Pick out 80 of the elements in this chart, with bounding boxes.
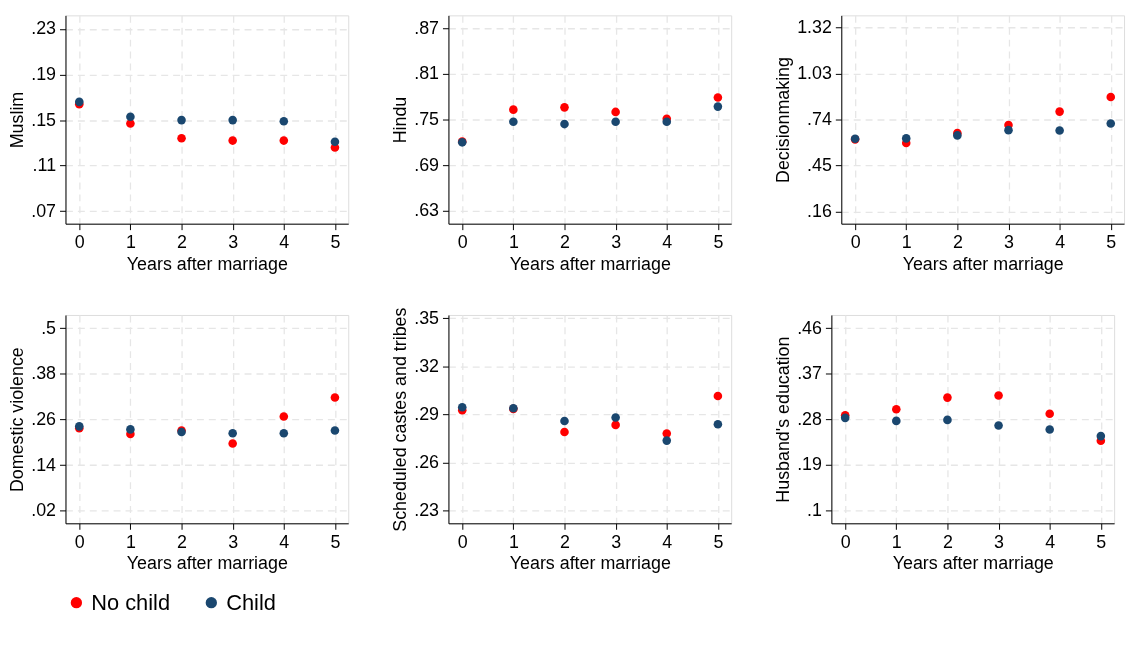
- y-tick-label: .38: [31, 363, 57, 384]
- y-tick-label: .1: [807, 500, 823, 521]
- y-tick-label: .45: [807, 154, 832, 175]
- y-tick-label: .69: [414, 154, 440, 175]
- x-axis-title: Years after marriage: [509, 253, 671, 274]
- y-tick-label: .46: [797, 317, 823, 338]
- y-tick-label: .23: [414, 499, 440, 520]
- y-tick-label: .19: [797, 454, 823, 475]
- x-tick-label: 4: [662, 531, 673, 552]
- x-axis-title: Years after marriage: [126, 553, 288, 574]
- x-tick-label: 2: [560, 531, 571, 552]
- y-tick-label: .32: [414, 355, 440, 376]
- x-axis-title: Years after marriage: [902, 253, 1064, 274]
- y-tick-label: .74: [807, 108, 832, 129]
- y-tick-label: .29: [414, 403, 440, 424]
- y-tick-label: 1.32: [797, 17, 832, 38]
- y-tick-label: .81: [414, 63, 440, 84]
- x-axis-title: Years after marriage: [509, 553, 671, 574]
- x-axis-title: Years after marriage: [126, 253, 288, 274]
- y-tick-label: 1.03: [797, 63, 832, 83]
- x-tick-label: 1: [901, 232, 912, 252]
- x-tick-label: 0: [74, 531, 85, 552]
- y-tick-label: .35: [414, 307, 440, 328]
- x-tick-label: 5: [713, 531, 724, 552]
- y-tick-label: .07: [31, 200, 57, 221]
- x-tick-label: 2: [177, 232, 188, 252]
- y-tick-label: .14: [31, 454, 57, 475]
- x-tick-label: 1: [508, 232, 519, 252]
- x-tick-label: 5: [713, 232, 724, 252]
- y-tick-label: .02: [31, 500, 57, 521]
- x-tick-label: 5: [330, 232, 341, 252]
- x-tick-label: 0: [850, 232, 861, 252]
- y-tick-label: .23: [31, 18, 57, 39]
- x-tick-label: 2: [560, 232, 571, 252]
- y-axis-title: Hindu: [390, 96, 411, 144]
- x-tick-label: 0: [457, 232, 468, 252]
- y-tick-label: .16: [807, 200, 832, 221]
- x-tick-label: 3: [611, 232, 622, 252]
- x-tick-label: 3: [994, 531, 1005, 552]
- x-tick-label: 1: [891, 531, 902, 552]
- x-tick-label: 0: [457, 531, 468, 552]
- y-tick-label: .28: [797, 408, 823, 429]
- x-axis-title: Years after marriage: [892, 553, 1054, 574]
- y-tick-label: .26: [31, 408, 57, 429]
- x-tick-label: 5: [1096, 531, 1107, 552]
- x-tick-label: 0: [840, 531, 851, 552]
- x-tick-label: 1: [508, 531, 519, 552]
- x-tick-label: 4: [279, 232, 290, 252]
- x-tick-label: 3: [611, 531, 622, 552]
- y-tick-label: .63: [414, 200, 440, 221]
- y-tick-label: .37: [797, 363, 823, 384]
- x-tick-label: 5: [330, 531, 341, 552]
- x-tick-label: 4: [662, 232, 673, 252]
- y-tick-label: .5: [41, 317, 57, 338]
- x-tick-label: 0: [74, 232, 85, 252]
- x-tick-label: 1: [125, 531, 136, 552]
- y-tick-label: .87: [414, 17, 440, 38]
- x-tick-label: 3: [1004, 232, 1015, 252]
- x-tick-label: 3: [228, 232, 239, 252]
- y-axis-title: Scheduled castes and tribes: [390, 307, 411, 532]
- y-axis-title: Husband's education: [773, 336, 794, 503]
- legend-label: Child: [226, 589, 276, 615]
- x-tick-label: 4: [1045, 531, 1056, 552]
- y-axis-title: Muslim: [7, 91, 28, 149]
- x-tick-label: 1: [125, 232, 136, 252]
- x-tick-label: 3: [228, 531, 239, 552]
- x-tick-label: 4: [1055, 232, 1066, 252]
- y-tick-label: .26: [414, 451, 440, 472]
- legend-label: No child: [91, 589, 171, 615]
- x-tick-label: 2: [177, 531, 188, 552]
- x-tick-label: 4: [279, 531, 290, 552]
- y-axis-title: Decisionmaking: [773, 57, 794, 183]
- y-tick-label: .75: [414, 108, 440, 129]
- x-tick-label: 5: [1106, 232, 1117, 252]
- y-tick-label: .15: [31, 109, 57, 130]
- y-axis-title: Domestic violence: [7, 347, 28, 493]
- x-tick-label: 2: [942, 531, 953, 552]
- x-tick-label: 2: [952, 232, 963, 252]
- y-tick-label: .11: [32, 155, 57, 176]
- y-tick-label: .19: [31, 64, 57, 85]
